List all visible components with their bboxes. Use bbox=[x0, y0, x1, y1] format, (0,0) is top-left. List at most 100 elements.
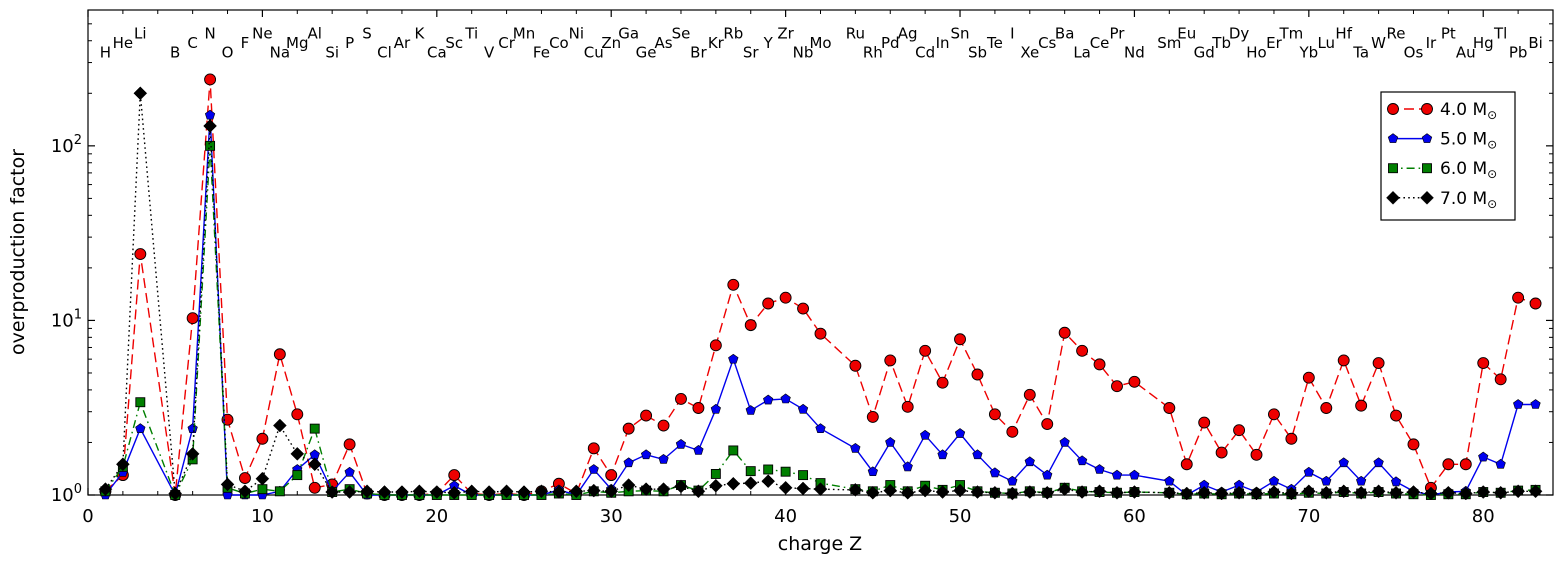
element-label-C: C bbox=[187, 34, 197, 52]
legend-marker bbox=[1388, 163, 1398, 174]
data-point-Mo bbox=[814, 327, 827, 340]
data-point-Mg bbox=[290, 447, 305, 461]
element-label-Sm: Sm bbox=[1157, 34, 1181, 52]
data-point-Ne bbox=[255, 471, 270, 486]
data-point-As bbox=[656, 482, 671, 497]
element-label-Kr: Kr bbox=[708, 34, 725, 52]
data-point-Os bbox=[1406, 485, 1421, 499]
element-label-Fe: Fe bbox=[533, 44, 550, 62]
data-point-Rb bbox=[726, 476, 741, 491]
series-markers-7.0-M bbox=[98, 86, 1543, 501]
data-point-W bbox=[1373, 457, 1384, 468]
element-label-Zn: Zn bbox=[601, 34, 621, 52]
element-label-K: K bbox=[414, 25, 425, 43]
data-point-Tl bbox=[1493, 485, 1508, 500]
data-point-Cu bbox=[588, 464, 599, 474]
element-label-Gd: Gd bbox=[1194, 44, 1215, 62]
data-point-Y bbox=[763, 394, 774, 405]
element-label-Ti: Ti bbox=[464, 25, 478, 43]
data-point-Al bbox=[309, 423, 320, 434]
element-label-Dy: Dy bbox=[1229, 25, 1250, 43]
data-point-Sm bbox=[1164, 475, 1175, 486]
data-point-Rh bbox=[865, 485, 880, 500]
data-point-Ne bbox=[256, 432, 269, 445]
data-point-Cd bbox=[919, 344, 932, 357]
data-point-Ga bbox=[621, 478, 636, 492]
data-point-Cs bbox=[1041, 418, 1054, 430]
element-label-Na: Na bbox=[270, 44, 290, 62]
data-point-Ta bbox=[1356, 475, 1367, 486]
legend-entry: 7.0 M⊙ bbox=[1386, 189, 1497, 211]
data-point-Na bbox=[273, 348, 286, 361]
data-point-Ga bbox=[622, 422, 635, 435]
data-point-Ru bbox=[850, 443, 861, 453]
element-label-In: In bbox=[936, 34, 950, 52]
element-label-La: La bbox=[1073, 44, 1091, 62]
data-point-La bbox=[1077, 455, 1088, 466]
data-point-Co bbox=[552, 485, 566, 499]
data-point-Pt bbox=[1441, 485, 1456, 500]
data-point-Mn bbox=[517, 485, 531, 499]
data-point-Gd bbox=[1197, 485, 1212, 500]
data-point-Ru bbox=[849, 359, 862, 372]
legend-label: 7.0 M⊙ bbox=[1440, 189, 1497, 211]
data-point-B bbox=[168, 486, 183, 501]
data-point-Ni bbox=[569, 484, 584, 499]
element-label-Tm: Tm bbox=[1279, 25, 1304, 43]
data-point-Xe bbox=[1024, 456, 1035, 467]
data-point-Ti bbox=[464, 484, 479, 499]
element-label-Nd: Nd bbox=[1124, 44, 1145, 62]
element-label-Ba: Ba bbox=[1055, 25, 1074, 43]
data-point-Xe bbox=[1022, 485, 1037, 499]
data-point-Ba bbox=[1057, 482, 1072, 497]
data-point-Pd bbox=[885, 437, 896, 447]
data-point-Al bbox=[308, 481, 321, 494]
data-point-Ir bbox=[1424, 486, 1438, 501]
element-label-He: He bbox=[113, 34, 134, 52]
data-point-Hg bbox=[1477, 357, 1490, 369]
x-axis-tick-label: 60 bbox=[1123, 506, 1146, 527]
x-axis-tick-label: 30 bbox=[600, 506, 623, 527]
series-markers-5.0-M bbox=[100, 109, 1541, 500]
data-point-Ag bbox=[901, 400, 914, 413]
data-point-Ba bbox=[1058, 326, 1071, 339]
series-markers-6.0-M bbox=[100, 140, 1541, 500]
data-point-Yb bbox=[1301, 484, 1316, 499]
legend-entry: 6.0 M⊙ bbox=[1388, 159, 1497, 181]
data-point-As bbox=[657, 419, 670, 432]
element-label-Se: Se bbox=[672, 25, 691, 43]
data-point-Br bbox=[691, 484, 706, 499]
element-label-Ce: Ce bbox=[1090, 34, 1110, 52]
data-point-C bbox=[187, 423, 198, 434]
data-point-Sm bbox=[1162, 485, 1177, 500]
y-axis-label: overproduction factor bbox=[7, 149, 29, 355]
data-point-Li bbox=[135, 423, 146, 434]
element-label-Te: Te bbox=[986, 34, 1003, 52]
data-point-Ce bbox=[1094, 464, 1105, 474]
data-point-Sb bbox=[971, 368, 984, 381]
element-label-Rb: Rb bbox=[723, 25, 743, 43]
data-point-Br bbox=[692, 402, 705, 414]
x-axis-label: charge Z bbox=[778, 533, 862, 555]
data-point-Ho bbox=[1250, 448, 1263, 461]
element-label-Xe: Xe bbox=[1020, 44, 1039, 62]
element-label-Au: Au bbox=[1456, 44, 1476, 62]
element-label-Re: Re bbox=[1387, 25, 1406, 43]
data-point-Pr bbox=[1111, 380, 1123, 393]
element-label-Zr: Zr bbox=[777, 25, 794, 43]
data-point-Cu bbox=[586, 483, 601, 498]
data-point-Rb bbox=[727, 278, 740, 291]
data-point-Sb bbox=[970, 485, 985, 499]
legend-marker bbox=[1422, 163, 1432, 174]
element-label-Ga: Ga bbox=[618, 25, 639, 43]
data-point-Hf bbox=[1337, 354, 1350, 367]
data-point-Tl bbox=[1495, 458, 1506, 469]
data-point-Hf bbox=[1338, 457, 1349, 468]
data-point-O bbox=[220, 477, 235, 492]
data-point-Ta bbox=[1355, 399, 1368, 412]
legend-label: 4.0 M⊙ bbox=[1440, 100, 1497, 122]
legend-entry: 4.0 M⊙ bbox=[1387, 100, 1497, 122]
data-point-N bbox=[205, 140, 216, 151]
data-point-Re bbox=[1389, 485, 1403, 500]
data-point-Nb bbox=[797, 403, 809, 414]
